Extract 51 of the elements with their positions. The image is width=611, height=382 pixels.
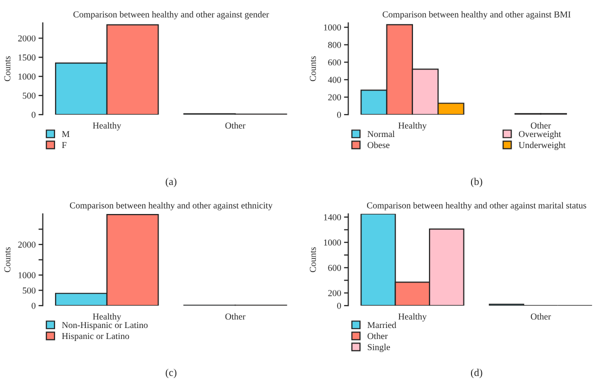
y-tick-label: 200 bbox=[328, 94, 341, 100]
y-tick-label: 1000 bbox=[18, 74, 36, 80]
y-tick-label: 1000 bbox=[324, 24, 341, 31]
y-axis-title: Counts bbox=[310, 56, 316, 82]
legend-label: Other bbox=[368, 332, 388, 340]
chart-title: Comparison between healthy and other against gender bbox=[73, 11, 270, 20]
x-tick-label: Other bbox=[530, 122, 551, 129]
chart-title: Comparison between healthy and other against marital status bbox=[367, 202, 586, 210]
y-tick-label: 400 bbox=[328, 76, 341, 83]
y-tick-label: 1000 bbox=[18, 272, 36, 278]
x-tick-label: Healthy bbox=[92, 313, 122, 322]
legend-label: Married bbox=[367, 322, 396, 328]
chart-title: Comparison between healthy and other against ethnicity bbox=[70, 202, 273, 210]
y-tick-label: 0 bbox=[32, 302, 36, 309]
x-tick-label: Healthy bbox=[398, 122, 427, 130]
x-tick-label: Other bbox=[225, 313, 246, 320]
text: (c) bbox=[166, 368, 176, 378]
y-tick-label: 500 bbox=[22, 92, 36, 99]
y-tick-label: 0 bbox=[32, 112, 36, 118]
legend-label: M bbox=[62, 131, 70, 137]
legend-label: Normal bbox=[367, 130, 395, 138]
chart-title: Comparison between healthy and other against BMI bbox=[382, 11, 571, 20]
x-tick-label: Other bbox=[530, 313, 551, 320]
y-axis-title: Counts bbox=[4, 56, 10, 82]
legend-label: Obese bbox=[368, 142, 390, 148]
y-axis-title: Counts bbox=[310, 247, 316, 272]
y-tick-label: 0 bbox=[337, 112, 341, 118]
legend-label: F bbox=[62, 142, 66, 148]
y-tick-label: 200 bbox=[328, 290, 341, 296]
x-tick-label: Healthy bbox=[92, 122, 122, 130]
text: (a) bbox=[166, 178, 176, 188]
legend-label: Overweight bbox=[518, 130, 562, 139]
y-tick-label: 600 bbox=[328, 264, 341, 271]
text: (d) bbox=[470, 368, 482, 378]
x-tick-label: Other bbox=[225, 122, 246, 129]
text: (b) bbox=[470, 178, 482, 188]
y-tick-label: 1400 bbox=[324, 214, 341, 220]
legend-label: Underweight bbox=[518, 142, 566, 150]
y-tick-label: 2000 bbox=[18, 35, 36, 42]
y-tick-label: 1500 bbox=[18, 54, 36, 61]
y-tick-label: 800 bbox=[328, 42, 341, 48]
y-tick-label: 500 bbox=[22, 287, 36, 294]
y-tick-label: 0 bbox=[337, 302, 341, 309]
legend-label: Hispanic or Latino bbox=[62, 333, 130, 341]
y-tick-label: 1000 bbox=[324, 240, 341, 246]
legend-label: Single bbox=[368, 344, 390, 352]
y-axis-title: Counts bbox=[4, 247, 10, 272]
x-tick-label: Healthy bbox=[398, 313, 427, 322]
legend-label: Non-Hispanic or Latino bbox=[62, 322, 148, 330]
y-tick-label: 600 bbox=[328, 59, 341, 66]
y-tick-label: 2000 bbox=[18, 242, 36, 248]
